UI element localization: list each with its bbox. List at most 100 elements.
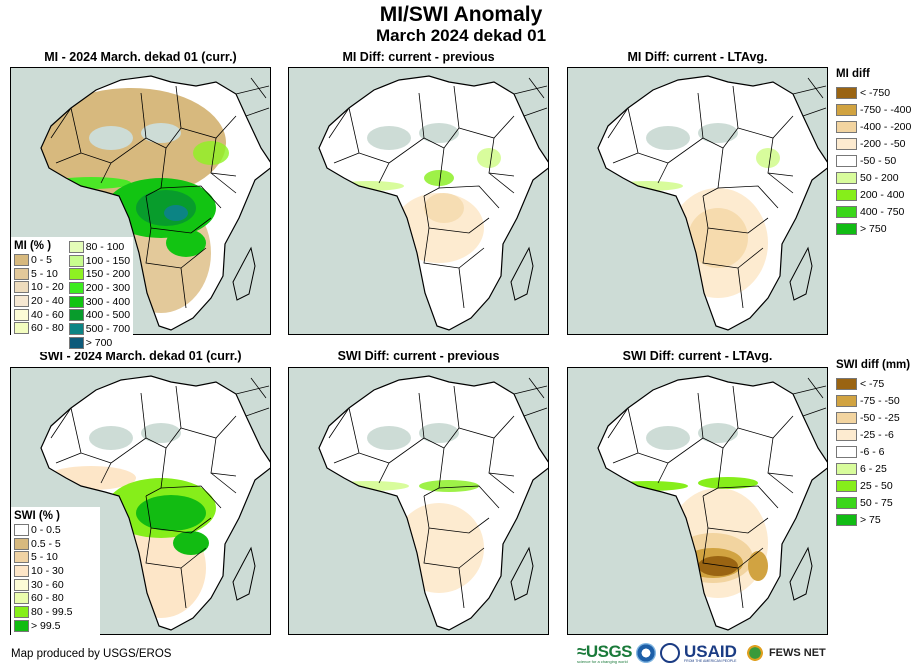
legend-item: 300 - 400 [68,295,130,309]
legend-item: 10 - 20 [14,280,64,294]
map-region [164,205,188,221]
legend-label: 200 - 400 [860,188,905,201]
country-border [100,462,112,484]
country-border [50,407,72,439]
country-border [160,185,222,209]
legend-swatch [68,254,84,267]
legend-swatch [14,564,29,577]
legend-item: 200 - 400 [836,186,911,203]
legend-swatch [836,103,857,116]
country-border [807,77,824,99]
country-border [250,77,267,99]
legend-item: -6 - 6 [836,443,910,460]
legend-swatch [14,578,29,591]
map-region [89,426,133,450]
country-border [528,377,545,399]
country-border [250,377,267,399]
main-subtitle: March 2024 dekad 01 [375,26,547,45]
legend-item: -75 - -50 [836,392,910,409]
legend-item: -50 - 50 [836,152,911,169]
legend-mi-diff: MI diff < -750 -750 - -400 -400 - -200 -200… [836,68,911,237]
legend-label: > 750 [860,222,887,235]
country-border [702,195,769,234]
madagascar-outline [232,246,256,301]
legend-swatch [836,479,857,492]
legend-item: -25 - -6 [836,426,910,443]
legend-label: 5 - 10 [31,267,58,280]
legend-item: 500 - 700 [68,322,130,336]
country-border [145,495,212,534]
legend-label: 50 - 75 [860,496,893,509]
usaid-tagline: FROM THE AMERICAN PEOPLE [684,658,737,663]
legend-label: 100 - 150 [85,254,131,267]
map-region [756,148,780,168]
map-region [424,193,464,223]
legend-swatch [836,513,857,526]
country-border [333,152,360,164]
africa-map [597,75,827,331]
country-border [792,85,827,95]
legend-label: 80 - 100 [85,240,125,253]
legend-swatch [836,377,857,390]
map-region [646,126,690,150]
legend-label: 0 - 5 [31,253,53,266]
legend-item: 400 - 750 [836,203,911,220]
legend-item: < -750 [836,84,911,101]
legend-item: 10 - 30 [14,564,97,578]
legend-swatch [14,537,29,550]
country-border [488,172,515,194]
country-border [333,452,360,464]
map-region [698,423,738,443]
main-title: MI/SWI Anomaly [379,3,543,26]
map-panel-swi-diff-ltavg [567,367,828,635]
legend-label: 25 - 50 [860,479,893,492]
country-border [50,107,72,139]
coastline [318,75,548,331]
country-border [328,107,350,139]
legend-item: -750 - -400 [836,101,911,118]
legend-label: 200 - 300 [85,281,131,294]
country-border [180,267,187,309]
country-border [328,407,350,439]
country-border [807,377,824,399]
legend-item: > 750 [836,220,911,237]
country-border [717,185,779,209]
legend-swatch [14,322,29,335]
panel-title-swi-curr: SWI - 2024 March. dekad 01 (curr.) [39,349,242,363]
country-border [792,385,827,395]
legend-swatch [14,551,29,564]
country-border [235,385,270,395]
usgs-text: USGS [585,641,633,661]
coastline [597,375,827,631]
legend-label: -50 - -25 [860,411,900,424]
country-border [140,392,147,439]
legend-label: 5 - 10 [31,551,58,564]
usgs-wave-icon: ≈ [577,641,586,661]
country-border [702,495,769,534]
map-region [41,88,226,198]
legend-item: 0 - 0.5 [14,523,97,537]
legend-item: 200 - 300 [68,281,131,295]
map-panel-mi-diff-ltavg [567,67,828,335]
legend-label: 400 - 750 [860,205,905,218]
legend-swatch [68,268,84,281]
country-border [140,92,147,139]
legend-item: 40 - 60 [14,308,64,322]
legend-item: > 700 [68,336,130,350]
map-region [367,426,411,450]
legend-swatch [836,496,857,509]
country-border [55,152,82,164]
country-border [458,267,465,309]
map-panel-mi-diff-previous [288,67,549,335]
country-border [488,472,515,494]
country-border [423,495,490,534]
country-border [423,195,490,234]
legend-swatch [836,188,857,201]
madagascar-outline [789,546,813,601]
legend-label: > 99.5 [31,619,61,632]
panel-title-swi-prev: SWI Diff: current - previous [337,349,500,363]
africa-map [40,375,270,631]
legend-label: 10 - 20 [31,281,64,294]
